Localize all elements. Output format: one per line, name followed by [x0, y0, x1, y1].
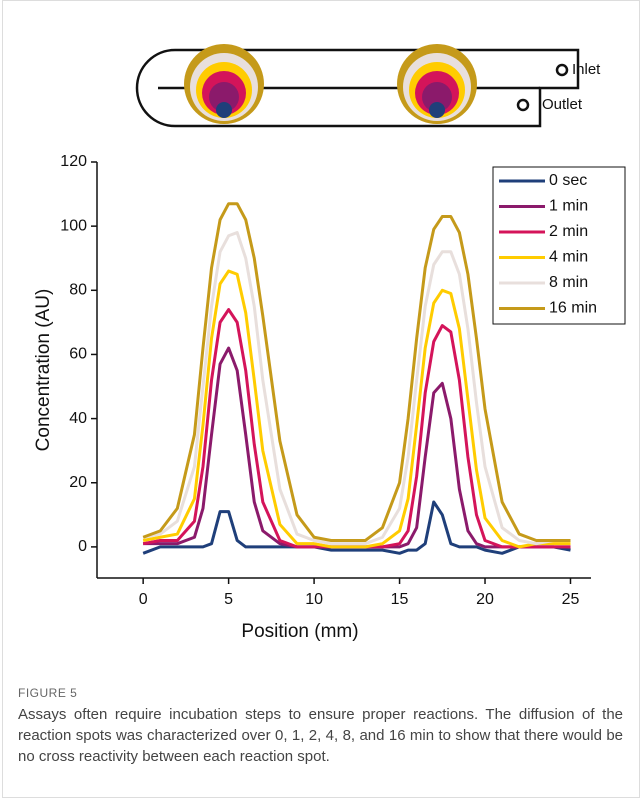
reaction-spot	[397, 44, 477, 124]
figure: Inlet Outlet Position (mm) Concentration…	[33, 44, 626, 642]
legend-label: 1 min	[549, 198, 588, 215]
x-tick-label: 15	[391, 591, 409, 608]
figure-label: FIGURE 5	[18, 686, 78, 700]
x-tick-label: 25	[562, 591, 580, 608]
series-line	[142, 269, 571, 549]
y-tick-label: 100	[60, 217, 87, 234]
legend-box	[492, 166, 626, 325]
y-tick-label: 60	[69, 346, 87, 363]
x-tick-label: 20	[476, 591, 494, 608]
y-tick-label: 0	[78, 538, 87, 555]
inlet-label: Inlet	[572, 61, 601, 78]
y-tick-label: 80	[69, 282, 87, 299]
outlet-port	[516, 98, 530, 112]
y-axis-title: Concentration (AU)	[33, 289, 54, 452]
reaction-spot	[184, 44, 264, 124]
legend-label: 2 min	[549, 223, 588, 240]
x-axis-title: Position (mm)	[241, 621, 358, 642]
series-line	[142, 500, 571, 555]
y-tick-label: 20	[69, 474, 87, 491]
inlet-port	[555, 63, 569, 77]
channel	[135, 48, 580, 128]
channel-diagram: Inlet Outlet	[135, 44, 601, 128]
legend-label: 16 min	[549, 300, 597, 317]
outlet-label: Outlet	[542, 96, 583, 113]
x-tick-label: 5	[224, 591, 233, 608]
x-tick-label: 0	[139, 591, 148, 608]
legend-label: 4 min	[549, 249, 588, 266]
x-tick-label: 10	[305, 591, 323, 608]
series-line	[142, 231, 571, 546]
legend-label: 8 min	[549, 274, 588, 291]
legend-label: 0 sec	[549, 172, 587, 189]
y-tick-label: 40	[69, 410, 87, 427]
figure-caption: Assays often require incubation steps to…	[18, 706, 623, 765]
series-line	[142, 202, 571, 542]
y-tick-label: 120	[60, 153, 87, 170]
